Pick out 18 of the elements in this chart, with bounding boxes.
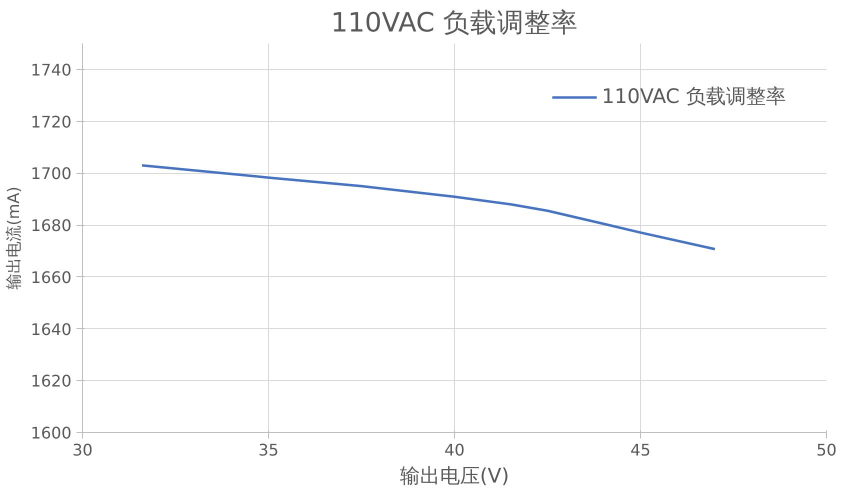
chart-title: 110VAC 负载调整率 (330, 8, 578, 38)
y-tick-label: 1740 (30, 60, 72, 80)
x-tick-label: 30 (72, 440, 93, 460)
y-tick-label: 1700 (30, 164, 72, 184)
x-axis-title: 输出电压(V) (400, 464, 510, 488)
x-tick-label: 45 (630, 440, 651, 460)
y-axis-title: 输出电流(mA) (4, 186, 23, 290)
x-tick-label: 50 (816, 440, 837, 460)
y-tick-label: 1600 (30, 424, 72, 442)
y-tick-label: 1720 (30, 112, 72, 132)
x-tick-label: 40 (444, 440, 465, 460)
y-tick-label: 1660 (30, 268, 72, 287)
legend-label: 110VAC 负载调整率 (602, 83, 786, 110)
line-series (140, 164, 716, 250)
y-tick-label: 1680 (30, 216, 72, 236)
y-tick-label: 1620 (30, 372, 72, 391)
y-tick-label: 1640 (30, 320, 72, 339)
x-tick-label: 35 (258, 440, 279, 460)
